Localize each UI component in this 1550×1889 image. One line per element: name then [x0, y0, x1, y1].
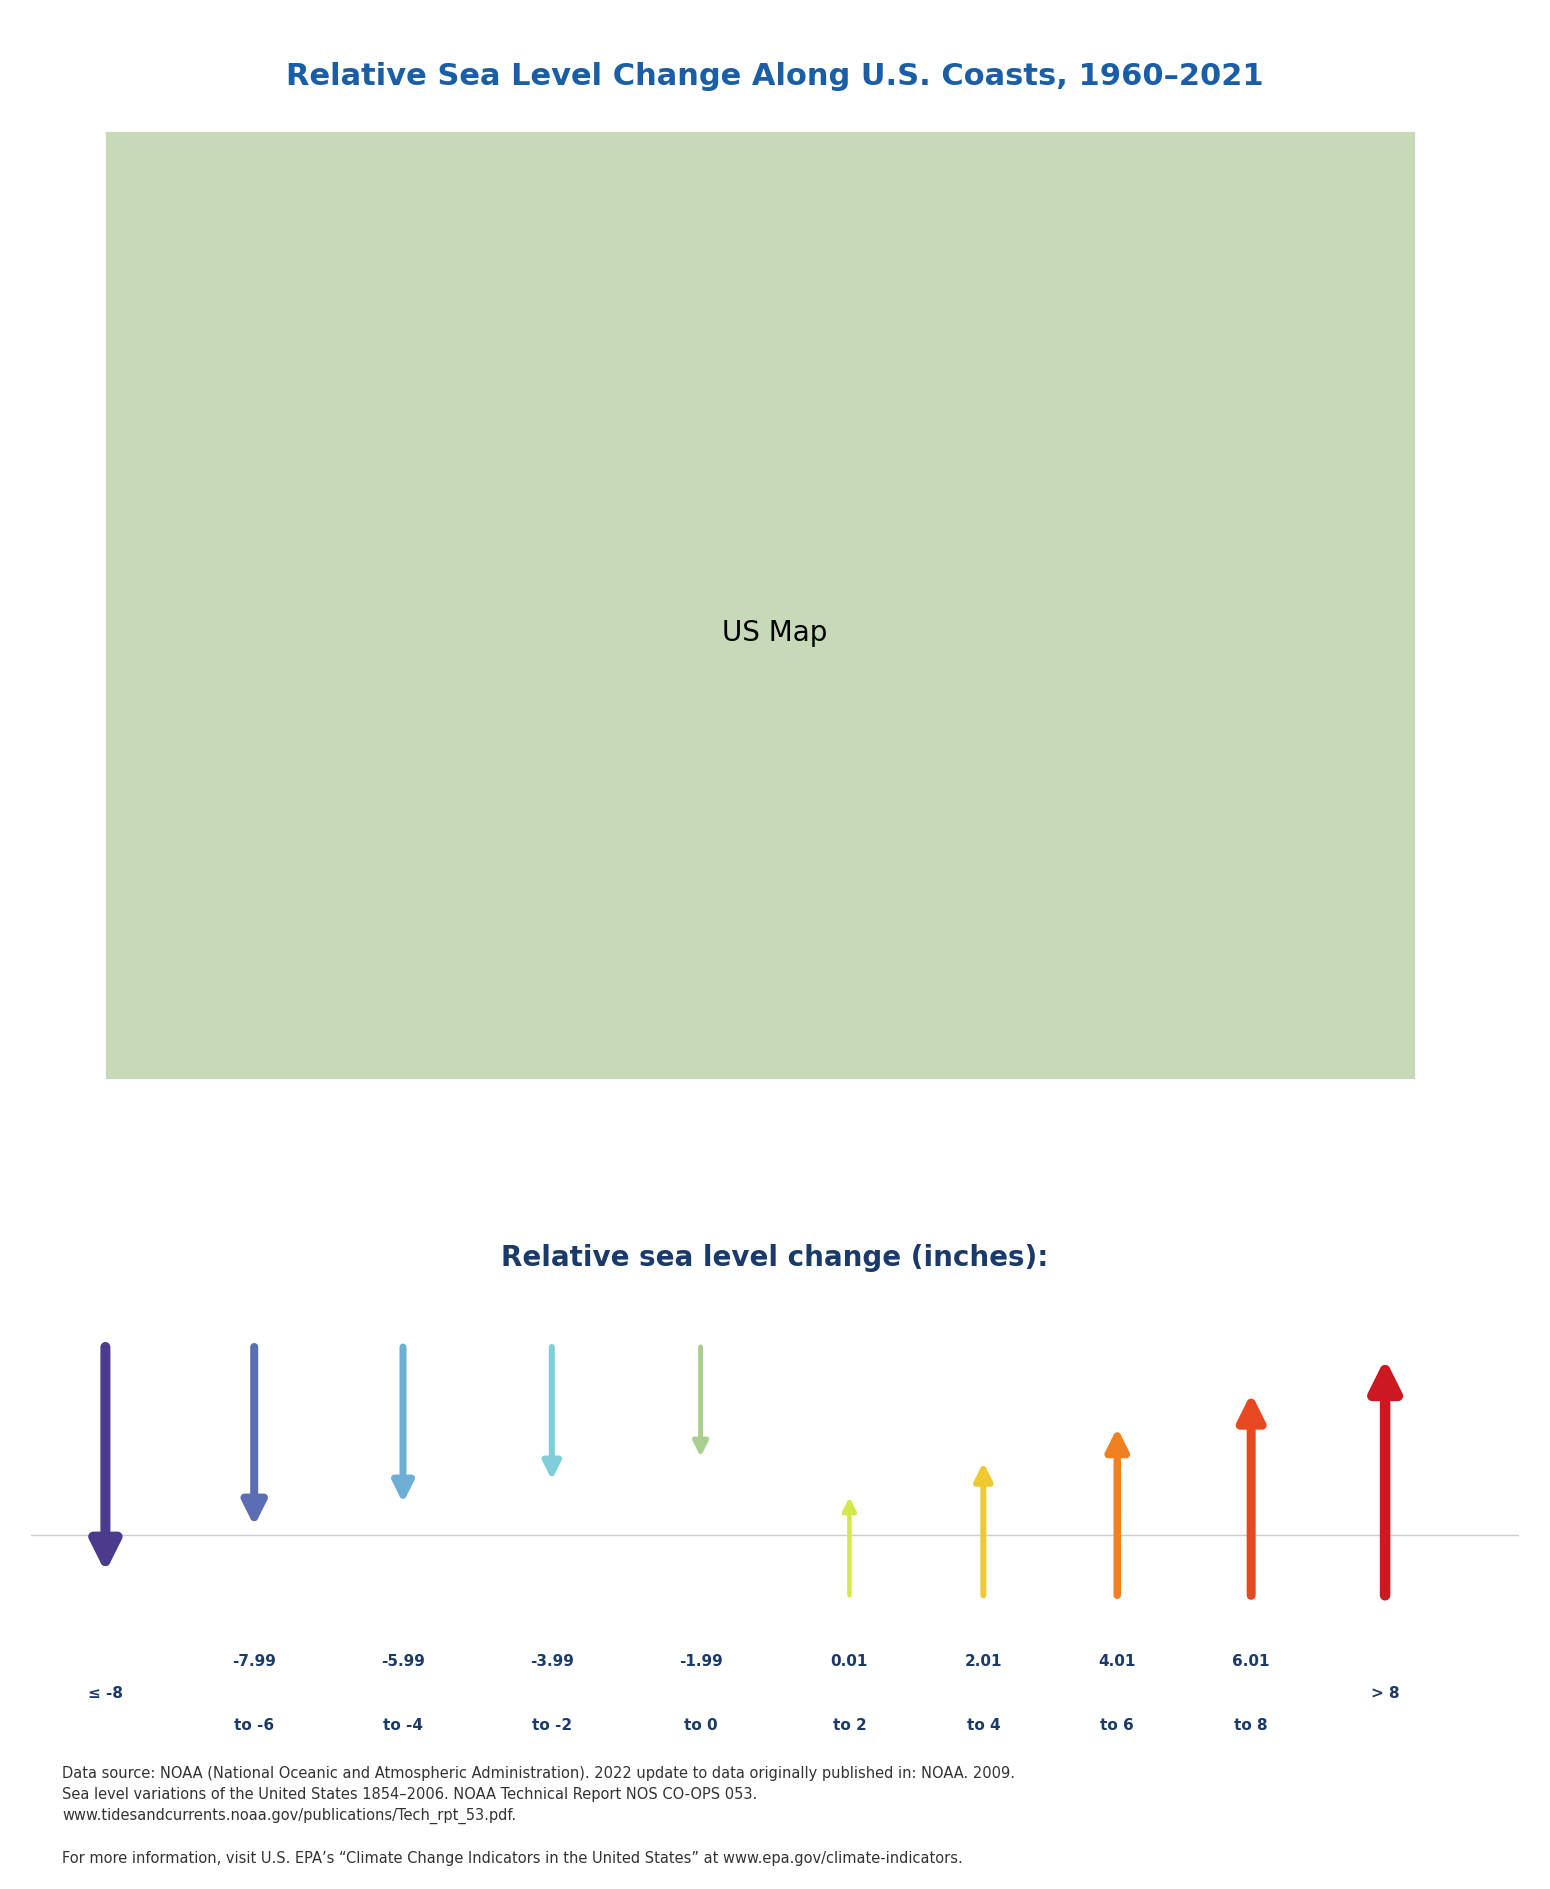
- Text: -5.99: -5.99: [381, 1655, 425, 1670]
- Text: > 8: > 8: [1370, 1685, 1400, 1700]
- Text: US Map: US Map: [722, 620, 828, 646]
- Text: to 8: to 8: [1234, 1717, 1268, 1732]
- Text: Data source: NOAA (National Oceanic and Atmospheric Administration). 2022 update: Data source: NOAA (National Oceanic and …: [62, 1766, 1015, 1825]
- Text: 0.01: 0.01: [831, 1655, 868, 1670]
- Text: to -6: to -6: [234, 1717, 274, 1732]
- Text: to -2: to -2: [532, 1717, 572, 1732]
- Text: Relative sea level change (inches):: Relative sea level change (inches):: [501, 1243, 1049, 1271]
- Text: -1.99: -1.99: [679, 1655, 722, 1670]
- Text: Relative Sea Level Change Along U.S. Coasts, 1960–2021: Relative Sea Level Change Along U.S. Coa…: [287, 62, 1263, 91]
- Text: 6.01: 6.01: [1232, 1655, 1269, 1670]
- Text: to 2: to 2: [832, 1717, 866, 1732]
- Bar: [105, 132, 1415, 1079]
- Text: to 6: to 6: [1100, 1717, 1135, 1732]
- Text: -3.99: -3.99: [530, 1655, 574, 1670]
- Text: to 0: to 0: [684, 1717, 718, 1732]
- Text: 2.01: 2.01: [964, 1655, 1001, 1670]
- Text: 4.01: 4.01: [1099, 1655, 1136, 1670]
- Text: ≤ -8: ≤ -8: [88, 1685, 122, 1700]
- Text: -7.99: -7.99: [232, 1655, 276, 1670]
- Text: to -4: to -4: [383, 1717, 423, 1732]
- Text: For more information, visit U.S. EPA’s “Climate Change Indicators in the United : For more information, visit U.S. EPA’s “…: [62, 1851, 963, 1866]
- Text: to 4: to 4: [967, 1717, 1000, 1732]
